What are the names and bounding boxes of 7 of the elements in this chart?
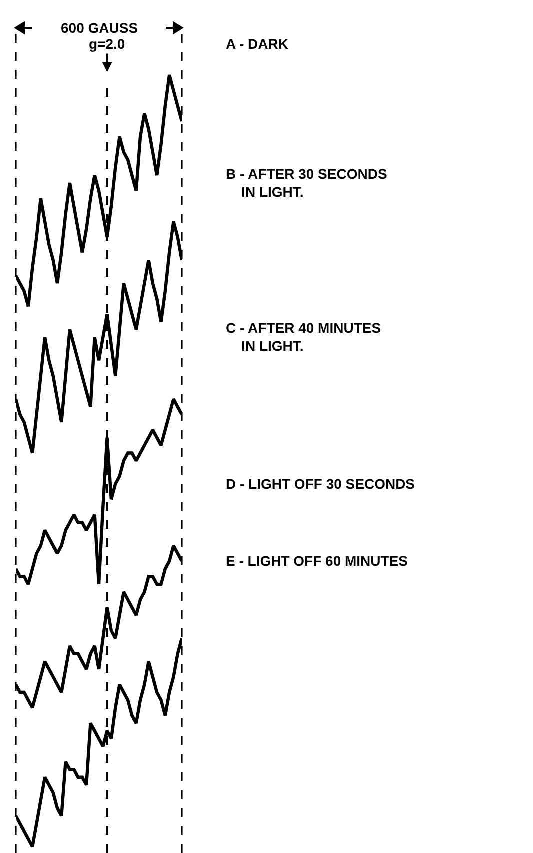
- text: 600 GAUSS: [61, 20, 138, 36]
- text: g=2.0: [89, 36, 126, 52]
- text: B - AFTER 30 SECONDS IN LIGHT.: [226, 166, 388, 200]
- text: E - LIGHT OFF 60 MINUTES: [226, 553, 408, 569]
- text: A - DARK: [226, 36, 288, 52]
- text: C - AFTER 40 MINUTES IN LIGHT.: [226, 320, 382, 354]
- text: D - LIGHT OFF 30 SECONDS: [226, 476, 416, 492]
